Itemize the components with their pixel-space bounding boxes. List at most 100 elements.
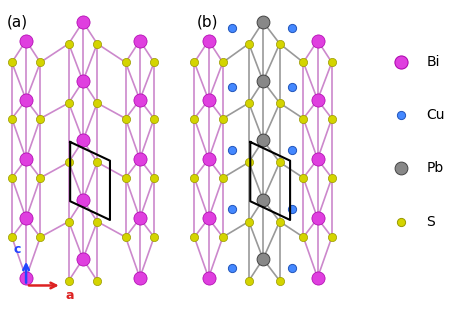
Point (150, 60, 158, 65)
Point (219, 116, 227, 121)
Point (205, 97, 212, 102)
Point (276, 278, 283, 283)
Point (288, 85, 295, 90)
Point (205, 157, 212, 162)
Point (205, 38, 212, 43)
Point (191, 60, 198, 65)
Point (228, 207, 236, 212)
Point (93, 41, 101, 46)
Point (79, 19, 87, 24)
Text: (b): (b) (197, 14, 218, 29)
Point (136, 275, 144, 280)
Point (22, 157, 30, 162)
Point (228, 85, 236, 90)
Point (276, 100, 283, 105)
Point (22, 275, 30, 280)
Point (328, 175, 336, 180)
Point (300, 116, 307, 121)
Text: Pb: Pb (427, 162, 444, 175)
Point (122, 116, 129, 121)
Point (300, 60, 307, 65)
Point (36, 235, 44, 240)
Point (22, 216, 30, 221)
Point (288, 26, 295, 31)
Point (122, 60, 129, 65)
Point (93, 160, 101, 165)
Point (397, 166, 404, 171)
Point (228, 147, 236, 152)
Point (65, 160, 73, 165)
Point (259, 19, 267, 24)
Text: a: a (65, 289, 74, 302)
Point (219, 235, 227, 240)
Point (276, 160, 283, 165)
Point (136, 97, 144, 102)
Point (136, 157, 144, 162)
Point (300, 175, 307, 180)
Point (259, 79, 267, 84)
Point (8, 60, 16, 65)
Point (259, 256, 267, 261)
Point (259, 197, 267, 202)
Point (245, 100, 253, 105)
Point (245, 160, 253, 165)
Point (219, 60, 227, 65)
Point (397, 60, 404, 65)
Point (79, 197, 87, 202)
Point (205, 216, 212, 221)
Text: Cu: Cu (427, 109, 445, 122)
Point (276, 219, 283, 224)
Point (65, 278, 73, 283)
Point (150, 175, 158, 180)
Point (259, 138, 267, 143)
Point (136, 38, 144, 43)
Point (36, 60, 44, 65)
Point (191, 175, 198, 180)
Point (36, 175, 44, 180)
Point (328, 60, 336, 65)
Point (228, 266, 236, 271)
Point (122, 235, 129, 240)
Point (8, 116, 16, 121)
Point (300, 235, 307, 240)
Point (191, 235, 198, 240)
Point (122, 175, 129, 180)
Point (93, 278, 101, 283)
Point (314, 275, 321, 280)
Text: (a): (a) (7, 14, 28, 29)
Point (93, 100, 101, 105)
Point (22, 97, 30, 102)
Point (397, 219, 404, 224)
Text: c: c (13, 243, 20, 256)
Point (79, 79, 87, 84)
Point (8, 175, 16, 180)
Point (136, 216, 144, 221)
Point (65, 100, 73, 105)
Point (328, 116, 336, 121)
Point (22, 38, 30, 43)
Point (150, 235, 158, 240)
Point (314, 38, 321, 43)
Point (79, 256, 87, 261)
Point (205, 275, 212, 280)
Point (65, 219, 73, 224)
Point (314, 157, 321, 162)
Point (288, 147, 295, 152)
Point (36, 116, 44, 121)
Point (245, 219, 253, 224)
Point (328, 235, 336, 240)
Point (288, 207, 295, 212)
Text: S: S (427, 215, 435, 228)
Point (276, 41, 283, 46)
Point (314, 97, 321, 102)
Point (150, 116, 158, 121)
Point (93, 219, 101, 224)
Point (288, 266, 295, 271)
Point (245, 278, 253, 283)
Point (219, 175, 227, 180)
Point (228, 26, 236, 31)
Point (65, 41, 73, 46)
Point (314, 216, 321, 221)
Point (397, 113, 404, 118)
Point (191, 116, 198, 121)
